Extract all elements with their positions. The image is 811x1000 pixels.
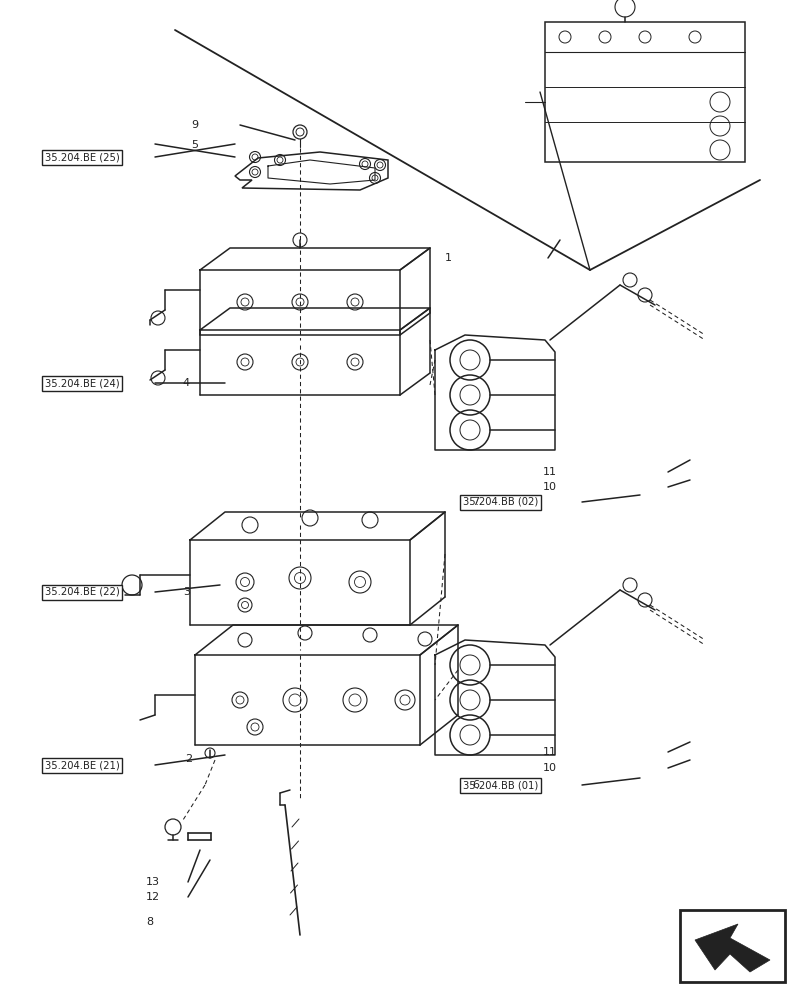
Text: 35.204.BE (21): 35.204.BE (21)	[45, 760, 119, 770]
Text: 5: 5	[191, 140, 198, 150]
Text: 10: 10	[542, 763, 556, 773]
Bar	[544, 22, 744, 162]
Text: 35.204.BB (02): 35.204.BB (02)	[462, 497, 538, 507]
Text: 35.204.BB (01): 35.204.BB (01)	[462, 780, 538, 790]
Text: 13: 13	[146, 877, 160, 887]
Text: 1: 1	[444, 253, 452, 263]
Text: 35.204.BE (25): 35.204.BE (25)	[45, 152, 119, 162]
Polygon shape	[694, 924, 769, 972]
Text: 3: 3	[182, 587, 190, 597]
Text: 4: 4	[182, 378, 190, 388]
Bar	[679, 910, 784, 982]
Text: 9: 9	[191, 120, 198, 130]
Text: 12: 12	[146, 892, 160, 902]
Text: 6: 6	[472, 780, 479, 790]
Text: 11: 11	[542, 747, 556, 757]
Text: 10: 10	[542, 482, 556, 492]
Text: 2: 2	[185, 754, 192, 764]
Text: 35.204.BE (22): 35.204.BE (22)	[45, 587, 119, 597]
Text: 8: 8	[146, 917, 153, 927]
Text: 7: 7	[472, 497, 479, 507]
Text: 35.204.BE (24): 35.204.BE (24)	[45, 378, 119, 388]
Text: 11: 11	[542, 467, 556, 477]
